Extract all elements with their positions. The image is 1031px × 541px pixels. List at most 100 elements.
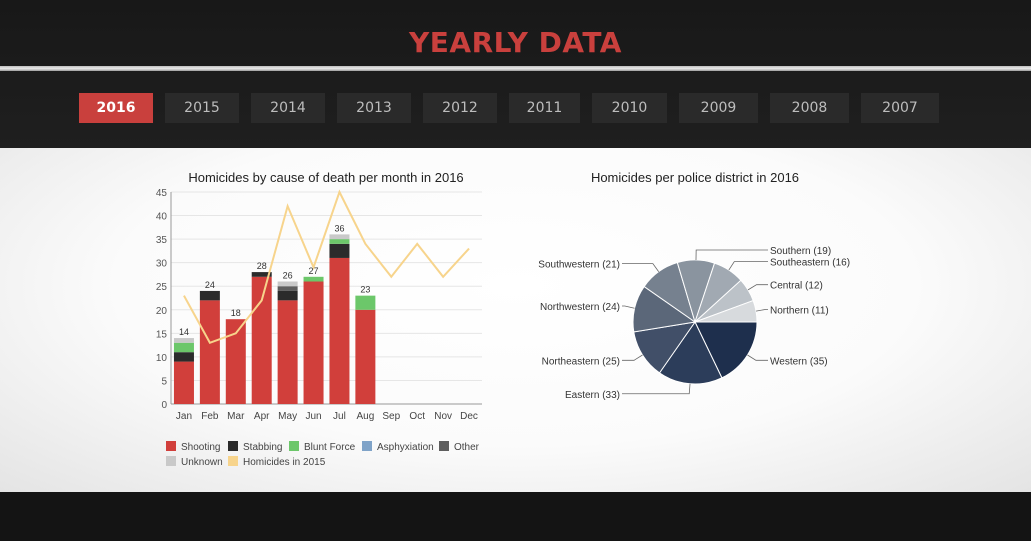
bar-total-label: 14 xyxy=(179,327,189,337)
legend-swatch xyxy=(439,441,449,451)
bar-chart: Homicides by cause of death per month in… xyxy=(156,170,482,468)
legend-label: Shooting xyxy=(181,442,220,453)
bar-total-label: 23 xyxy=(360,285,370,295)
x-tick-label: Apr xyxy=(254,411,270,422)
charts-panel: Homicides by cause of death per month in… xyxy=(0,148,1031,492)
footer-bar xyxy=(0,492,1031,541)
x-tick-label: May xyxy=(278,411,297,422)
legend-label: Unknown xyxy=(181,457,223,468)
legend-swatch xyxy=(362,441,372,451)
pie-chart-slices xyxy=(632,259,758,385)
bar-chart-x-axis: Jan Feb Mar Apr May Jun Jul Aug Sep Oct Nov Dec xyxy=(176,411,478,422)
pie-slice-label: Southern (19) xyxy=(770,246,831,257)
header-divider xyxy=(0,66,1031,71)
tab-year[interactable]: 2012 xyxy=(423,93,497,123)
y-tick-label: 15 xyxy=(156,329,168,340)
bar-segment-shooting[interactable] xyxy=(251,276,272,404)
bar-segment-shooting[interactable] xyxy=(173,361,194,404)
bar-chart-y-axis: 0 5 10 15 20 25 30 35 40 45 xyxy=(156,188,482,411)
bar-segment-stabbing[interactable] xyxy=(277,290,298,301)
bar-chart-total-labels: 14 24 18 28 26 27 36 23 xyxy=(179,223,370,337)
legend-label: Stabbing xyxy=(243,442,282,453)
x-tick-label: Mar xyxy=(227,411,245,422)
legend-label: Homicides in 2015 xyxy=(243,457,326,468)
tab-year[interactable]: 2008 xyxy=(770,93,849,123)
pie-slice-label: Northwestern (24) xyxy=(540,302,620,313)
pie-slice[interactable] xyxy=(694,321,758,379)
legend-label: Blunt Force xyxy=(304,442,356,453)
tab-year[interactable]: 2010 xyxy=(592,93,667,123)
bar-chart-legend: Shooting Stabbing Blunt Force Asphyxiation O… xyxy=(166,441,480,468)
bar-segment-shooting[interactable] xyxy=(329,257,350,404)
bar-total-label: 27 xyxy=(309,266,319,276)
charts-canvas: Homicides by cause of death per month in… xyxy=(156,170,850,468)
page-title: YEARLY DATA xyxy=(409,26,622,59)
y-tick-label: 20 xyxy=(156,306,168,317)
line-homicides-2015 xyxy=(183,189,470,344)
pie-chart-title: Homicides per police district in 2016 xyxy=(591,170,799,185)
tab-year[interactable]: 2016 xyxy=(79,93,153,123)
tab-year[interactable]: 2009 xyxy=(679,93,758,123)
bar-segment-other[interactable] xyxy=(277,286,298,291)
tab-year[interactable]: 2014 xyxy=(251,93,325,123)
pie-slice-label: Southwestern (21) xyxy=(538,260,620,271)
y-tick-label: 25 xyxy=(156,282,168,293)
y-tick-label: 45 xyxy=(156,188,168,199)
legend-swatch xyxy=(289,441,299,451)
bar-segment-stabbing[interactable] xyxy=(173,352,194,362)
pie-slice-label: Western (35) xyxy=(770,356,828,367)
x-tick-label: Nov xyxy=(434,411,452,422)
x-tick-label: Aug xyxy=(356,411,374,422)
legend-swatch xyxy=(166,441,176,451)
pie-leader-line xyxy=(755,308,768,312)
x-tick-label: Jan xyxy=(176,411,192,422)
pie-leader-line xyxy=(622,263,660,272)
bar-segment-blunt-force[interactable] xyxy=(355,295,376,310)
tab-year[interactable]: 2011 xyxy=(509,93,580,123)
bar-segment-unknown[interactable] xyxy=(173,338,194,343)
pie-slice-label: Southeastern (16) xyxy=(770,258,850,269)
bar-segment-shooting[interactable] xyxy=(225,319,246,404)
bar-segment-stabbing[interactable] xyxy=(251,272,272,277)
bar-segment-shooting[interactable] xyxy=(277,300,298,404)
tab-year[interactable]: 2007 xyxy=(861,93,939,123)
header-bar: YEARLY DATA 2016 2015 2014 2013 2012 201… xyxy=(0,0,1031,148)
x-tick-label: Dec xyxy=(460,411,478,422)
tab-year[interactable]: 2013 xyxy=(337,93,411,123)
bar-total-label: 18 xyxy=(231,308,241,318)
bar-segment-blunt-force[interactable] xyxy=(173,342,194,353)
legend-swatch xyxy=(228,456,238,466)
bar-segment-shooting[interactable] xyxy=(355,309,376,404)
bar-segment-shooting[interactable] xyxy=(303,281,324,404)
x-tick-label: Jul xyxy=(333,411,346,422)
bar-total-label: 24 xyxy=(205,280,215,290)
bar-segment-blunt-force[interactable] xyxy=(303,276,324,282)
pie-leader-line xyxy=(747,284,768,291)
pie-chart-labels: Western (35) Eastern (33) Northeastern (25… xyxy=(538,246,850,401)
legend-label: Other xyxy=(454,442,480,453)
x-tick-label: Feb xyxy=(201,411,219,422)
y-tick-label: 40 xyxy=(156,212,168,223)
x-tick-label: Jun xyxy=(305,411,321,422)
pie-slice-label: Northeastern (25) xyxy=(542,356,620,367)
pie-leader-line xyxy=(728,261,768,271)
bar-segment-shooting[interactable] xyxy=(199,300,220,404)
bar-segment-stabbing[interactable] xyxy=(329,243,350,258)
bar-segment-unknown[interactable] xyxy=(329,234,350,240)
bar-segment-unknown[interactable] xyxy=(277,281,298,287)
pie-leader-line xyxy=(622,383,691,395)
y-tick-label: 30 xyxy=(156,259,168,270)
bar-segment-blunt-force[interactable] xyxy=(329,239,350,244)
bar-chart-gridlines xyxy=(171,191,482,405)
y-tick-label: 5 xyxy=(161,376,167,387)
y-tick-label: 10 xyxy=(156,353,168,364)
x-tick-label: Oct xyxy=(409,411,425,422)
bar-segment-stabbing[interactable] xyxy=(199,290,220,301)
pie-slice-label: Northern (11) xyxy=(770,305,829,316)
year-tabs: 2016 2015 2014 2013 2012 2011 2010 2009 … xyxy=(0,93,1031,123)
tab-year[interactable]: 2015 xyxy=(165,93,239,123)
bar-chart-title: Homicides by cause of death per month in… xyxy=(188,170,463,185)
legend-swatch xyxy=(228,441,238,451)
pie-chart: Homicides per police district in 2016 We… xyxy=(538,170,850,401)
bar-total-label: 26 xyxy=(283,271,293,281)
